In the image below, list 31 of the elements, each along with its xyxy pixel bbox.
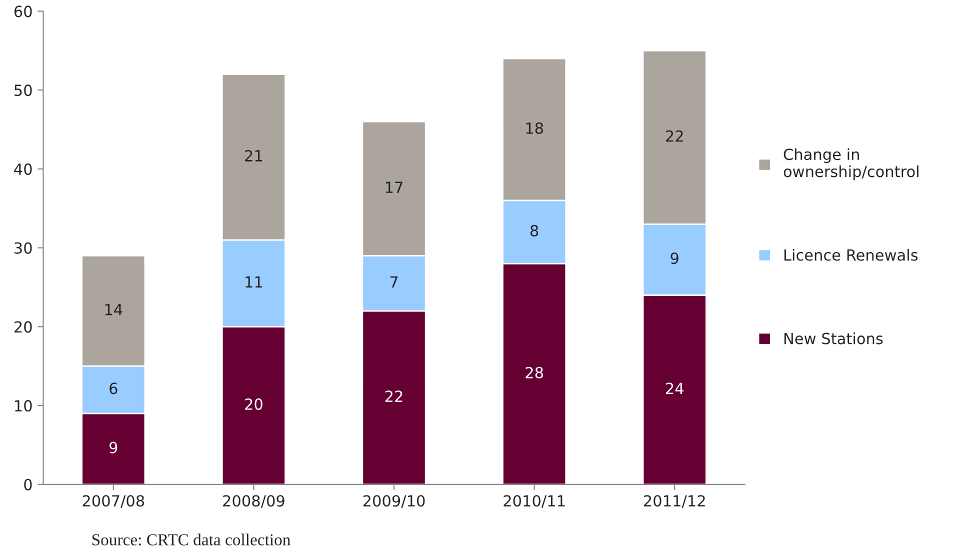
y-tick-label: 0	[24, 478, 32, 490]
x-tick-label: 2011/12	[644, 495, 705, 508]
y-tick-label: 40	[14, 163, 32, 175]
y-tick-label: 30	[14, 242, 32, 254]
data-label: 7	[390, 276, 398, 288]
legend-label: Change in ownership/control	[784, 148, 918, 180]
source-note: Source: CRTC data collection	[92, 534, 290, 546]
data-label: 17	[386, 182, 402, 193]
legend-label: New Stations	[784, 332, 883, 344]
x-tick-label: 2008/09	[223, 495, 284, 508]
data-label: 28	[526, 366, 543, 378]
data-label: 20	[245, 398, 262, 410]
data-label: 21	[245, 150, 262, 162]
y-tick-label: 20	[14, 321, 32, 333]
data-label: 14	[105, 304, 122, 316]
data-label: 9	[670, 252, 678, 264]
data-label: 8	[530, 224, 538, 236]
y-tick-label: 50	[14, 84, 32, 96]
x-tick-label: 2007/08	[82, 495, 144, 508]
y-tick-label: 10	[15, 400, 32, 412]
data-label: 9	[110, 442, 118, 454]
x-tick-label: 2010/11	[504, 495, 565, 508]
data-label: 24	[666, 382, 684, 394]
data-label: 11	[246, 276, 262, 288]
data-label: 22	[666, 130, 683, 142]
y-tick-label: 60	[14, 6, 32, 18]
data-label: 22	[385, 390, 402, 402]
x-tick-label: 2009/10	[363, 495, 425, 508]
data-label: 6	[110, 382, 118, 394]
legend-label: Licence Renewals	[784, 248, 918, 261]
data-label: 18	[526, 122, 543, 134]
